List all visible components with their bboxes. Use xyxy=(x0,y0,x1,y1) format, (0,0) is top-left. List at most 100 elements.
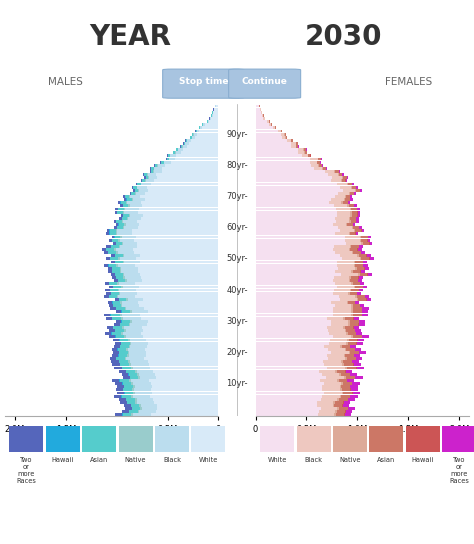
Bar xyxy=(130,376,138,379)
Bar xyxy=(357,214,360,217)
Bar xyxy=(130,345,147,348)
Bar xyxy=(183,142,184,145)
Bar xyxy=(120,236,122,238)
Bar xyxy=(123,261,124,263)
Text: YEAR: YEAR xyxy=(89,23,171,51)
Bar xyxy=(176,149,178,151)
Bar xyxy=(125,357,127,360)
Bar xyxy=(137,226,219,229)
Bar xyxy=(139,223,219,226)
Bar xyxy=(297,426,331,453)
Bar xyxy=(319,164,322,166)
Bar xyxy=(358,273,359,276)
Bar xyxy=(120,301,122,304)
Bar xyxy=(133,198,145,201)
Bar xyxy=(117,220,122,223)
Bar xyxy=(134,388,151,391)
Bar xyxy=(255,114,262,117)
Bar xyxy=(162,167,219,170)
Bar xyxy=(352,360,359,363)
Bar xyxy=(156,173,219,176)
Bar xyxy=(107,326,113,329)
Bar xyxy=(167,158,169,160)
Bar xyxy=(339,373,341,376)
Bar xyxy=(369,426,403,453)
Bar xyxy=(116,207,118,211)
Bar xyxy=(137,267,219,270)
Bar xyxy=(297,145,298,148)
Bar xyxy=(349,220,351,223)
Bar xyxy=(350,320,359,323)
Bar xyxy=(348,351,350,354)
Bar xyxy=(135,385,152,388)
Bar xyxy=(342,345,350,348)
Bar xyxy=(165,164,219,166)
Bar xyxy=(255,154,301,157)
Bar xyxy=(149,379,219,382)
Bar xyxy=(126,223,139,226)
Bar xyxy=(154,370,219,373)
Bar xyxy=(132,198,133,201)
Bar xyxy=(342,257,359,260)
Bar xyxy=(188,139,191,142)
Bar xyxy=(130,311,131,313)
Bar xyxy=(134,239,219,242)
Bar xyxy=(150,170,151,173)
Bar xyxy=(116,251,118,254)
Bar xyxy=(345,239,360,242)
Bar xyxy=(126,201,128,204)
Bar xyxy=(255,360,323,363)
Bar xyxy=(125,392,134,394)
Bar xyxy=(329,201,341,204)
Bar xyxy=(124,326,142,329)
Bar xyxy=(351,276,358,279)
Bar xyxy=(255,363,324,366)
Bar xyxy=(333,426,367,453)
Bar xyxy=(118,251,135,254)
Bar xyxy=(148,173,156,176)
Bar xyxy=(111,261,115,263)
Bar xyxy=(117,385,124,388)
Text: Asian: Asian xyxy=(90,458,109,463)
Bar xyxy=(181,151,219,154)
Bar xyxy=(361,270,365,273)
Bar xyxy=(345,348,346,351)
Bar xyxy=(121,317,123,319)
Bar xyxy=(113,304,121,307)
Bar xyxy=(255,164,311,166)
Bar xyxy=(118,201,120,204)
Bar xyxy=(346,301,348,304)
Bar xyxy=(132,186,133,189)
Bar xyxy=(255,223,333,226)
Bar xyxy=(310,160,317,164)
Bar xyxy=(131,382,133,385)
Bar xyxy=(110,289,118,292)
Bar xyxy=(105,289,109,292)
Bar xyxy=(354,192,356,195)
Bar xyxy=(131,367,133,369)
Bar xyxy=(115,254,123,257)
Bar xyxy=(133,385,135,388)
Bar xyxy=(347,223,353,226)
Text: Two
or
more
Races: Two or more Races xyxy=(449,458,469,484)
Bar xyxy=(129,354,146,357)
Bar xyxy=(116,232,117,236)
Bar xyxy=(338,379,347,382)
Bar xyxy=(148,342,219,344)
Bar xyxy=(338,267,355,270)
Bar xyxy=(351,282,353,285)
Bar xyxy=(122,326,124,329)
Bar xyxy=(111,360,118,363)
Bar xyxy=(148,311,219,313)
Bar xyxy=(255,313,333,317)
Bar xyxy=(357,298,358,301)
Bar xyxy=(115,211,117,213)
Bar xyxy=(125,407,132,410)
Bar xyxy=(109,295,117,298)
Bar xyxy=(333,292,348,295)
Bar xyxy=(322,388,340,391)
Bar xyxy=(255,270,335,273)
Bar xyxy=(158,164,165,166)
Bar xyxy=(336,251,352,254)
Bar xyxy=(131,379,149,382)
